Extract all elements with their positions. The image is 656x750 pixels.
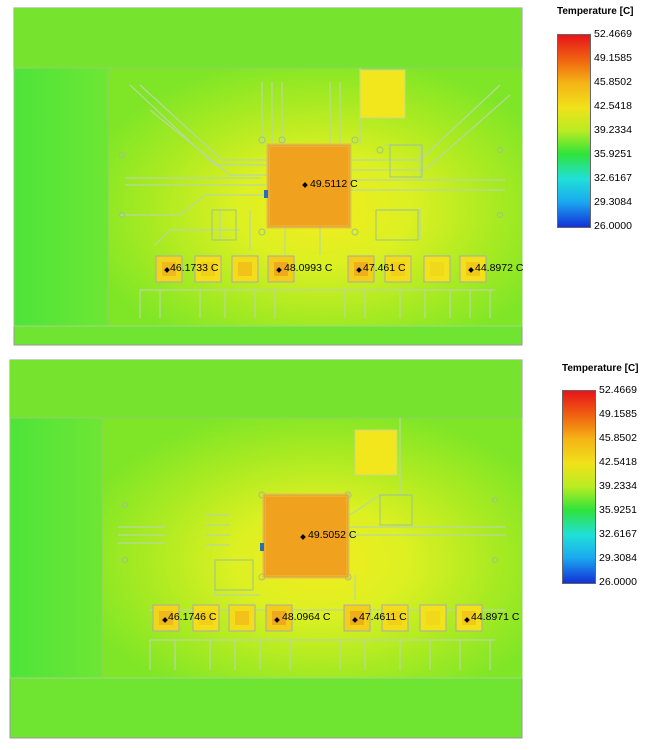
- legend-tick: 52.4669: [594, 28, 632, 40]
- legend-title: Temperature [C]: [557, 6, 634, 17]
- legend-tick: 52.4669: [599, 384, 637, 396]
- legend-tick: 49.1585: [594, 52, 632, 64]
- color-scale-bar: [557, 34, 591, 228]
- main-chip: [267, 144, 351, 228]
- legend-tick: 42.5418: [594, 100, 632, 112]
- board-top: [13, 7, 523, 346]
- legend-tick: 32.6167: [599, 528, 637, 540]
- chip-temperature-label: 49.5112 C: [310, 178, 358, 190]
- probe-label-3: 47.461 C: [363, 262, 406, 274]
- legend-tick: 35.9251: [599, 504, 637, 516]
- chip-temperature-label: 49.5052 C: [308, 529, 357, 541]
- vias-top: [119, 136, 503, 236]
- legend-tick: 29.3084: [599, 552, 637, 564]
- color-scale-bar: [562, 390, 596, 584]
- probe-label-2: 48.0993 C: [284, 262, 333, 274]
- legend-title: Temperature [C]: [562, 363, 639, 374]
- legend-tick: 39.2334: [594, 124, 632, 136]
- legend-tick: 26.0000: [594, 220, 632, 232]
- probe-label-1: 46.1733 C: [170, 262, 219, 274]
- legend-tick: 35.9251: [594, 148, 632, 160]
- legend-tick: 39.2334: [599, 480, 637, 492]
- probe-label-3: 47.4611 C: [359, 611, 407, 623]
- thermal-plot-bottom: 49.5052 C 46.1746 C 48.0964 C 47.4611 C …: [0, 355, 656, 750]
- left-strip: [9, 417, 103, 679]
- board-bottom: [9, 359, 523, 739]
- legend-tick: 42.5418: [599, 456, 637, 468]
- probe-label-2: 48.0964 C: [282, 611, 331, 623]
- probe-label-4: 44.8971 C: [471, 611, 520, 623]
- main-chip: [263, 494, 349, 578]
- pads-top: [155, 255, 487, 283]
- legend-tick: 49.1585: [599, 408, 637, 420]
- legend-tick: 29.3084: [594, 196, 632, 208]
- probe-label-4: 44.8972 C: [475, 262, 524, 274]
- thermal-plot-top: 49.5112 C 46.1733 C 48.0993 C 47.461 C 4…: [0, 0, 656, 360]
- legend-tick: 26.0000: [599, 576, 637, 588]
- left-strip: [13, 67, 109, 327]
- legend-tick: 32.6167: [594, 172, 632, 184]
- legend-tick: 45.8502: [599, 432, 637, 444]
- probe-label-1: 46.1746 C: [168, 611, 217, 623]
- legend-tick: 45.8502: [594, 76, 632, 88]
- traces-top: [120, 68, 511, 318]
